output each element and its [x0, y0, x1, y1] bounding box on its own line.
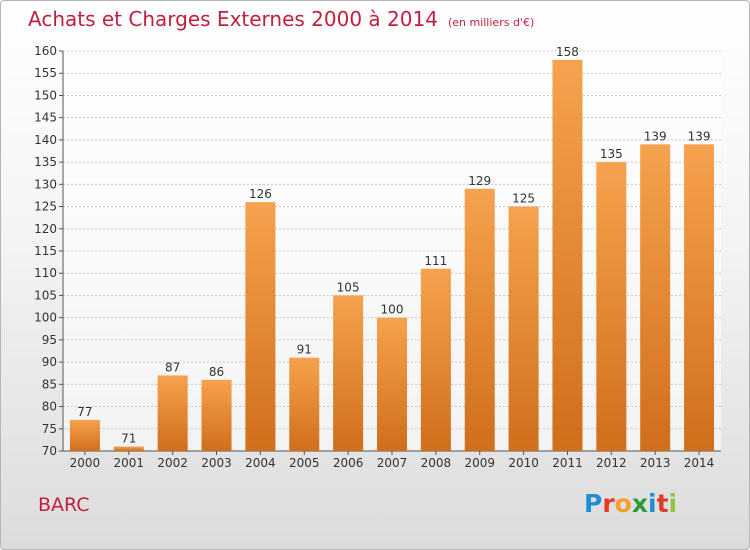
y-tick-label: 125 — [34, 200, 57, 214]
x-tick-label: 2006 — [333, 456, 364, 470]
bar — [157, 375, 188, 451]
y-tick-label: 105 — [34, 288, 57, 302]
bar — [508, 206, 539, 451]
bar-value-label: 100 — [381, 303, 404, 317]
bar — [201, 379, 232, 451]
place-name: BARC — [38, 494, 90, 516]
x-tick-label: 2013 — [640, 456, 671, 470]
y-tick-label: 70 — [42, 444, 57, 458]
x-tick-label: 2005 — [289, 456, 320, 470]
y-tick-label: 160 — [34, 44, 57, 58]
bar — [113, 446, 144, 451]
y-tick-label: 100 — [34, 311, 57, 325]
bar — [377, 317, 407, 451]
x-tick-label: 2004 — [245, 456, 276, 470]
y-tick-label: 120 — [34, 222, 57, 236]
chart-title-text: Achats et Charges Externes 2000 à 2014 — [28, 7, 438, 31]
bar-value-label: 105 — [337, 280, 360, 294]
y-tick-label: 140 — [34, 133, 57, 147]
logo-letter: t — [656, 489, 669, 518]
bar — [333, 295, 364, 451]
bar — [69, 419, 100, 451]
chart-subtitle: (en milliers d'€) — [447, 16, 535, 29]
bar-value-label: 71 — [121, 432, 136, 446]
bar-value-label: 87 — [165, 360, 180, 374]
bar — [552, 59, 583, 452]
y-tick-label: 80 — [42, 400, 57, 414]
bar-value-label: 139 — [644, 129, 667, 143]
x-tick-label: 2009 — [464, 456, 495, 470]
x-tick-label: 2007 — [377, 456, 408, 470]
logo-letter: o — [614, 489, 632, 518]
bar — [596, 162, 627, 451]
x-tick-label: 2001 — [114, 456, 145, 470]
bar-value-label: 158 — [556, 45, 579, 59]
bar-value-label: 125 — [512, 192, 535, 206]
x-tick-label: 2012 — [596, 456, 627, 470]
y-tick-label: 130 — [34, 177, 57, 191]
logo-letter: r — [602, 489, 615, 518]
bar — [684, 144, 715, 452]
y-tick-label: 145 — [34, 111, 57, 125]
bar-value-label: 126 — [249, 187, 272, 201]
bar-value-label: 139 — [688, 129, 711, 143]
y-tick-label: 155 — [34, 66, 57, 80]
y-tick-label: 150 — [34, 88, 57, 102]
logo-letter: i — [648, 489, 657, 518]
x-tick-label: 2003 — [201, 456, 232, 470]
x-tick-label: 2000 — [70, 456, 101, 470]
x-tick-label: 2014 — [684, 456, 715, 470]
bar-value-label: 91 — [297, 343, 312, 357]
bar — [245, 202, 276, 451]
bar-value-label: 111 — [424, 254, 447, 268]
bar-value-label: 129 — [468, 174, 491, 188]
y-tick-label: 75 — [42, 422, 57, 436]
logo-letter: i — [668, 489, 678, 518]
y-tick-label: 85 — [42, 377, 57, 391]
bar-value-label: 77 — [77, 405, 92, 419]
x-tick-label: 2002 — [157, 456, 188, 470]
x-tick-label: 2008 — [421, 456, 452, 470]
x-tick-label: 2010 — [508, 456, 539, 470]
y-tick-label: 110 — [34, 266, 57, 280]
y-tick-label: 135 — [34, 155, 57, 169]
bar — [289, 357, 320, 451]
bar — [640, 144, 671, 452]
proxiti-logo: Proxiti — [584, 489, 677, 518]
x-tick-label: 2011 — [552, 456, 583, 470]
y-tick-label: 90 — [42, 355, 57, 369]
bar-value-label: 86 — [209, 365, 224, 379]
logo-letter: P — [584, 489, 603, 518]
logo-letter: x — [631, 489, 648, 518]
bar-value-label: 135 — [600, 147, 623, 161]
chart-title: Achats et Charges Externes 2000 à 2014 (e… — [28, 7, 534, 31]
y-tick-label: 95 — [42, 333, 57, 347]
bar — [420, 268, 451, 451]
bar — [464, 188, 495, 451]
y-tick-label: 115 — [34, 244, 57, 258]
